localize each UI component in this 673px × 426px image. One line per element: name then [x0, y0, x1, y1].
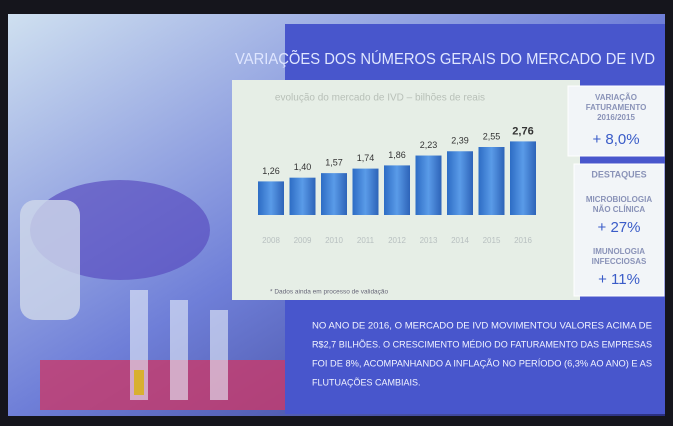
- highlight-label: MICROBIOLOGIA: [586, 195, 652, 204]
- x-tick-label: 2014: [451, 236, 469, 245]
- x-tick-label: 2010: [325, 236, 343, 245]
- value-label: 2,55: [483, 131, 501, 141]
- highlight-value: + 11%: [598, 271, 640, 288]
- x-tick-label: 2015: [483, 236, 501, 245]
- value-label: 1,86: [388, 150, 406, 160]
- x-tick-label: 2012: [388, 236, 406, 245]
- x-tick-label: 2011: [357, 236, 375, 245]
- chart-title: evolução do mercado de IVD – bilhões de …: [275, 93, 485, 104]
- bar: [352, 168, 379, 215]
- x-tick-label: 2009: [294, 236, 312, 245]
- bar: [321, 173, 347, 215]
- paragraph-line: R$2,7 BILHÕES. O CRESCIMENTO MÉDIO DO FA…: [312, 339, 652, 349]
- paragraph-line: NO ANO DE 2016, O MERCADO DE IVD MOVIMEN…: [312, 320, 652, 330]
- value-label: 1,74: [357, 153, 375, 163]
- bar: [447, 151, 473, 215]
- x-tick-label: 2013: [420, 236, 438, 245]
- tube: [210, 310, 228, 400]
- rack: [40, 360, 290, 410]
- highlight-label: IMUNOLOGIA: [593, 247, 645, 256]
- footnote: * Dados ainda em processo de validação: [270, 289, 389, 296]
- value-label: 1,57: [325, 158, 343, 168]
- highlight-label: NÃO CLÍNICA: [593, 205, 646, 214]
- variation-label: VARIAÇÃO: [595, 93, 637, 102]
- variation-box: [567, 85, 665, 157]
- value-label: 2,76: [512, 125, 533, 137]
- value-label: 2,23: [420, 140, 438, 150]
- highlight-label: INFECCIOSAS: [592, 257, 647, 266]
- paragraph-line: FOI DE 8%, ACOMPANHANDO A INFLAÇÃO NO PE…: [312, 358, 652, 368]
- variation-label: FATURAMENTO: [586, 103, 647, 112]
- paragraph-line: FLUTUAÇÕES CAMBIAIS.: [312, 377, 421, 387]
- bar: [384, 165, 410, 215]
- highlight-value: + 27%: [598, 219, 641, 236]
- value-label: 1,40: [294, 162, 312, 172]
- bar: [510, 141, 536, 215]
- bar: [258, 181, 284, 215]
- bar: [415, 155, 442, 215]
- variation-value: + 8,0%: [592, 131, 639, 148]
- value-label: 1,26: [262, 166, 280, 176]
- highlights-title: DESTAQUES: [591, 169, 646, 179]
- bar: [478, 147, 505, 215]
- x-tick-label: 2016: [514, 236, 532, 245]
- device: [20, 200, 80, 320]
- variation-label: 2016/2015: [597, 113, 635, 122]
- tube: [170, 300, 188, 400]
- value-label: 2,39: [451, 136, 469, 146]
- highlights-box: [573, 163, 665, 297]
- liquid: [134, 370, 144, 395]
- heading: VARIAÇÕES DOS NÚMEROS GERAIS DO MERCADO …: [235, 48, 655, 68]
- bar: [289, 177, 316, 215]
- x-tick-label: 2008: [262, 236, 280, 245]
